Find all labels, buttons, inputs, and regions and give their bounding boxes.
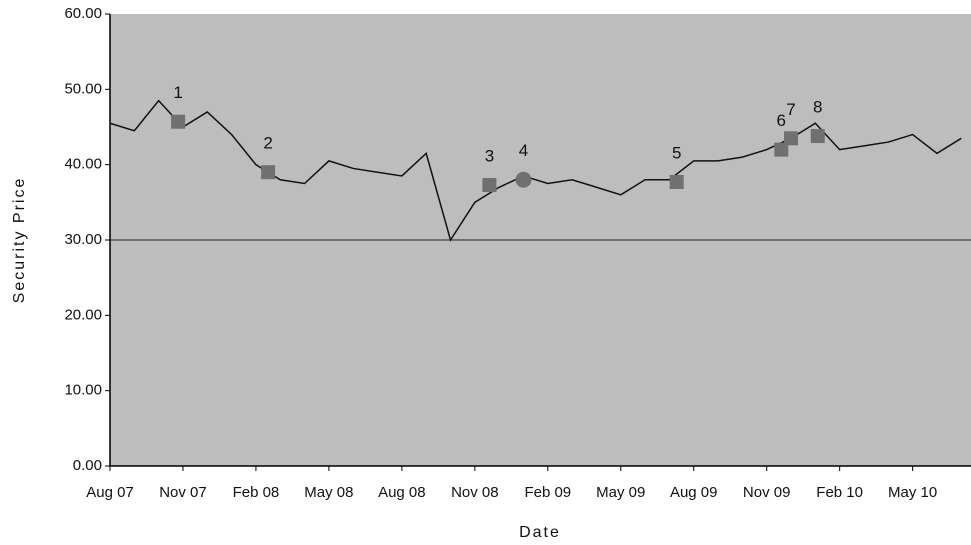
event-marker bbox=[515, 171, 532, 188]
event-marker bbox=[784, 131, 799, 146]
x-tick-label: May 10 bbox=[888, 484, 937, 501]
event-label: 1 bbox=[173, 83, 182, 102]
x-tick-label: Feb 08 bbox=[233, 484, 280, 501]
event-label: 4 bbox=[519, 141, 528, 160]
x-tick-label: Aug 07 bbox=[86, 484, 134, 501]
event-label: 6 bbox=[777, 111, 786, 130]
event-marker bbox=[482, 178, 497, 193]
event-label: 8 bbox=[813, 98, 822, 117]
x-tick-label: Nov 07 bbox=[159, 484, 207, 501]
x-tick-label: Nov 09 bbox=[743, 484, 791, 501]
event-marker bbox=[669, 174, 684, 189]
x-tick-label: Feb 09 bbox=[524, 484, 571, 501]
y-tick-label: 20.00 bbox=[64, 306, 102, 323]
y-tick-label: 60.00 bbox=[64, 5, 102, 22]
y-tick-label: 50.00 bbox=[64, 80, 102, 97]
event-label: 7 bbox=[786, 100, 795, 119]
y-tick-label: 30.00 bbox=[64, 231, 102, 248]
event-marker bbox=[810, 129, 825, 144]
event-marker bbox=[774, 142, 789, 157]
x-tick-label: Feb 10 bbox=[816, 484, 863, 501]
event-label: 2 bbox=[263, 134, 272, 153]
y-axis-title: Security Price bbox=[11, 177, 28, 304]
x-tick-label: Aug 08 bbox=[378, 484, 426, 501]
x-axis-title: Date bbox=[519, 524, 561, 541]
event-marker bbox=[171, 114, 186, 129]
event-marker bbox=[261, 165, 276, 180]
x-tick-label: Nov 08 bbox=[451, 484, 499, 501]
event-label: 5 bbox=[672, 143, 681, 162]
x-tick-label: Aug 09 bbox=[670, 484, 718, 501]
x-tick-label: May 08 bbox=[304, 484, 353, 501]
event-label: 3 bbox=[485, 146, 494, 165]
y-tick-label: 10.00 bbox=[64, 382, 102, 399]
y-tick-label: 40.00 bbox=[64, 156, 102, 173]
price-line bbox=[109, 99, 962, 242]
y-tick-label: 0.00 bbox=[73, 457, 102, 474]
x-tick-label: May 09 bbox=[596, 484, 645, 501]
